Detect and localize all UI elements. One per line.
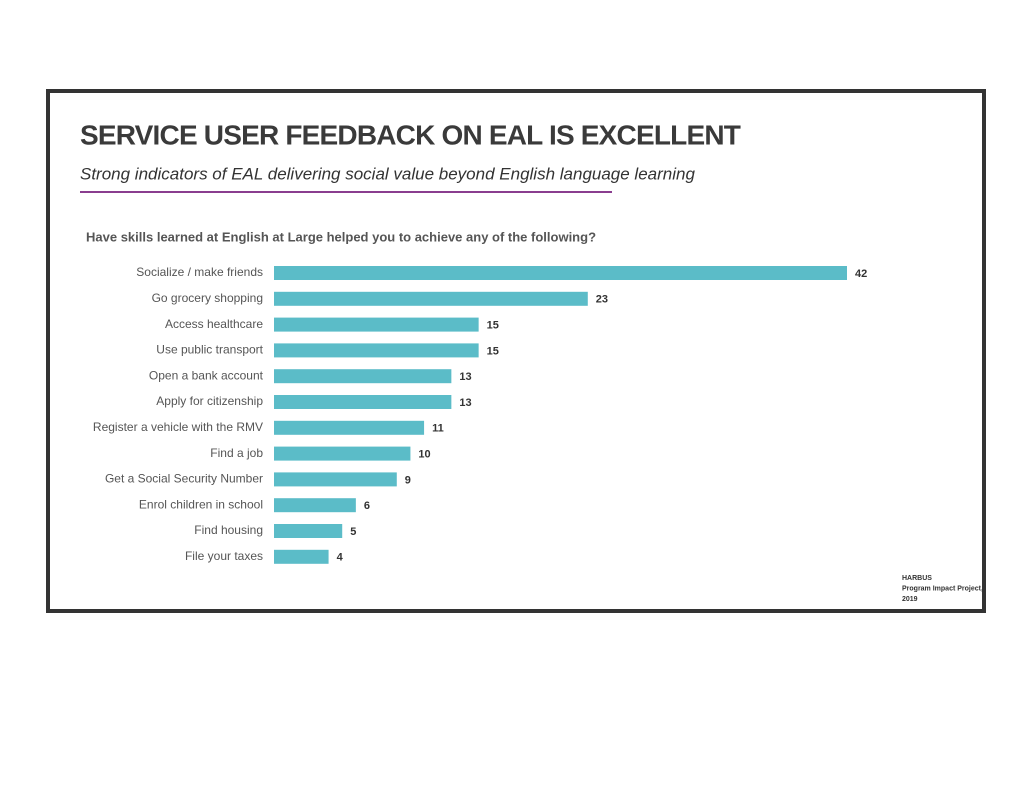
value-label: 15 [487, 345, 499, 357]
value-label: 13 [459, 397, 471, 409]
bar [274, 291, 588, 306]
category-label: File your taxes [185, 549, 263, 563]
value-label: 11 [432, 423, 444, 435]
bar [274, 420, 425, 435]
category-label: Apply for citizenship [156, 394, 263, 408]
source-line: HARBUS [902, 575, 932, 582]
bar [274, 524, 343, 538]
bar [274, 317, 479, 332]
bar [274, 472, 397, 487]
bar [274, 498, 356, 513]
bar [274, 395, 452, 409]
value-label: 5 [350, 526, 356, 538]
category-label: Open a bank account [149, 368, 264, 382]
category-label: Access healthcare [165, 317, 263, 331]
bar-chart: Socialize / make friends 42 Go grocery sho… [93, 265, 867, 564]
source-note: HARBUS Program Impact Project, 2019 [902, 575, 983, 603]
slide-frame [46, 89, 986, 613]
slide-subtitle: Strong indicators of EAL delivering soci… [80, 164, 695, 183]
chart-question: Have skills learned at English at Large … [86, 229, 596, 244]
bar [274, 343, 479, 358]
bar [274, 266, 847, 280]
category-label: Use public transport [156, 343, 263, 357]
bar [274, 446, 411, 461]
category-label: Go grocery shopping [152, 291, 263, 305]
category-label: Find a job [210, 446, 263, 460]
value-label: 23 [596, 294, 608, 306]
value-label: 10 [418, 449, 430, 461]
category-label: Get a Social Security Number [105, 472, 263, 486]
slide-title: SERVICE USER FEEDBACK ON EAL IS EXCELLEN… [80, 119, 741, 150]
category-label: Find housing [194, 523, 263, 537]
source-line: Program Impact Project, [902, 585, 983, 592]
value-label: 42 [855, 268, 867, 280]
value-label: 4 [337, 552, 344, 564]
category-label: Register a vehicle with the RMV [93, 420, 263, 434]
value-label: 13 [459, 371, 471, 383]
value-label: 6 [364, 500, 370, 512]
category-label: Enrol children in school [139, 497, 263, 511]
category-label: Socialize / make friends [136, 265, 263, 279]
source-line: 2019 [902, 596, 918, 603]
value-label: 9 [405, 474, 411, 486]
bar [274, 369, 452, 384]
value-label: 15 [487, 320, 499, 332]
bar [274, 549, 329, 564]
